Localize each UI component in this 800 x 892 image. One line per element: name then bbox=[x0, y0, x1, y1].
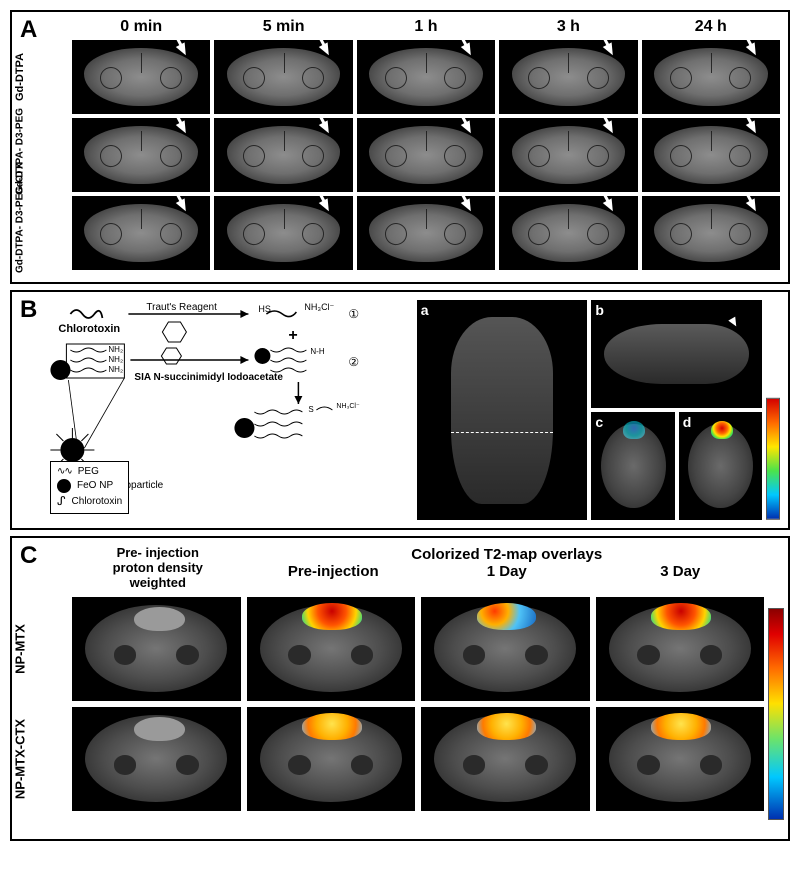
col1-header: Pre- injection proton density weighted bbox=[72, 546, 244, 591]
timepoint-0: 0 min bbox=[72, 18, 210, 36]
mri-image bbox=[642, 196, 780, 270]
ctx-label: Chlorotoxin bbox=[58, 323, 120, 335]
mri-image bbox=[72, 40, 210, 114]
mri-image bbox=[357, 40, 495, 114]
mri-image bbox=[214, 40, 352, 114]
legend-feonp: FeO NP bbox=[77, 479, 113, 493]
mri-image bbox=[72, 597, 241, 701]
row-label: Gd-DTPA bbox=[14, 37, 26, 117]
panel-c-row-np-mtx-ctx: NP-MTX-CTX bbox=[72, 707, 764, 811]
mri-image bbox=[642, 40, 780, 114]
svg-text:NH₃Cl⁻: NH₃Cl⁻ bbox=[304, 302, 334, 312]
mri-image bbox=[357, 196, 495, 270]
svg-text:NH₂: NH₂ bbox=[108, 345, 123, 354]
ctx-icon: ᔑ bbox=[57, 493, 66, 510]
mri-saggital: b Saggital bbox=[591, 300, 762, 408]
panel-a-row-gd-dtpa-d3-peg-ctx: Gd-DTPA- D3-PEG-CTX bbox=[72, 196, 780, 270]
panel-c: C Pre- injection proton density weighted… bbox=[10, 536, 790, 841]
mri-image bbox=[72, 707, 241, 811]
timepoint-3: 3 h bbox=[499, 18, 637, 36]
timepoint-2: 1 h bbox=[357, 18, 495, 36]
conjugation-schematic: Chlorotoxin Traut's Reagent HS NH₃Cl⁻ ① … bbox=[20, 300, 411, 520]
legend-ctx: Chlorotoxin bbox=[72, 495, 123, 509]
panel-a-row-gd-dtpa: Gd-DTPA bbox=[72, 40, 780, 114]
subpanel-letter: c bbox=[595, 414, 603, 430]
row-label: Gd-DTPA- D3-PEG-CTX bbox=[15, 193, 26, 273]
schematic-legend: ∿∿ PEG FeO NP ᔑ Chlorotoxin bbox=[50, 461, 129, 514]
feonp-icon bbox=[57, 479, 71, 493]
panel-c-row-np-mtx: NP-MTX bbox=[72, 597, 764, 701]
svg-text:NH₃Cl⁻: NH₃Cl⁻ bbox=[336, 403, 360, 410]
mri-image bbox=[247, 597, 416, 701]
mri-coronal: a Coronal bbox=[417, 300, 588, 520]
mri-image bbox=[499, 40, 637, 114]
mri-image bbox=[72, 118, 210, 192]
mri-image bbox=[596, 707, 765, 811]
mri-image bbox=[357, 118, 495, 192]
mri-image bbox=[421, 597, 590, 701]
reagent1-label: Traut's Reagent bbox=[146, 302, 217, 313]
colorbar bbox=[766, 398, 780, 520]
panel-a-timepoints: 0 min 5 min 1 h 3 h 24 h bbox=[72, 18, 780, 36]
reagent2-label: SIA N-succinimidyl Iodoacetate bbox=[134, 372, 283, 383]
mri-image bbox=[247, 707, 416, 811]
timepoint-1: 5 min bbox=[214, 18, 352, 36]
mri-np-peg-sia: c NP-PEG-SIA bbox=[591, 412, 674, 520]
step1-mark: ① bbox=[348, 307, 359, 321]
overlay-header: Colorized T2-map overlays bbox=[250, 546, 765, 563]
peg-icon: ∿∿ bbox=[57, 465, 72, 479]
svg-text:NH₂: NH₂ bbox=[108, 355, 123, 364]
mri-image bbox=[499, 196, 637, 270]
mri-image bbox=[214, 196, 352, 270]
svg-text:N-H: N-H bbox=[310, 347, 324, 356]
panel-b: B Chlorotoxin Traut's Reagent HS NH₃Cl⁻ … bbox=[10, 290, 790, 530]
row-label: NP-MTX bbox=[13, 599, 28, 699]
plus-sign: + bbox=[288, 327, 297, 344]
mri-image bbox=[596, 597, 765, 701]
panel-a-row-gd-dtpa-d3-peg: Gd-DTPA- D3-PEG bbox=[72, 118, 780, 192]
mri-np-peg-ctx: d NP-PEG-CTX bbox=[679, 412, 762, 520]
colorbar bbox=[768, 608, 784, 820]
mri-image bbox=[421, 707, 590, 811]
panel-c-header: Pre- injection proton density weighted C… bbox=[72, 546, 764, 591]
panel-c-letter: C bbox=[20, 542, 37, 570]
svg-text:NH₂: NH₂ bbox=[108, 365, 123, 374]
mri-image bbox=[642, 118, 780, 192]
overlay-col-0: Pre-injection bbox=[250, 563, 418, 580]
mri-image bbox=[72, 196, 210, 270]
mri-image bbox=[214, 118, 352, 192]
mri-image bbox=[499, 118, 637, 192]
legend-peg: PEG bbox=[78, 465, 99, 479]
subpanel-letter: d bbox=[683, 414, 692, 430]
row-label: NP-MTX-CTX bbox=[13, 709, 28, 809]
panel-b-mri-grid: a Coronal b Saggital c NP-PEG-SIA d NP-P… bbox=[417, 300, 780, 520]
subpanel-letter: b bbox=[595, 302, 604, 318]
step2-mark: ② bbox=[348, 355, 359, 369]
svg-text:S: S bbox=[308, 405, 313, 414]
overlay-col-2: 3 Day bbox=[597, 563, 765, 580]
subpanel-letter: a bbox=[421, 302, 429, 318]
timepoint-4: 24 h bbox=[642, 18, 780, 36]
panel-a: A 0 min 5 min 1 h 3 h 24 h Gd-DTPA Gd-DT… bbox=[10, 10, 790, 284]
overlay-col-1: 1 Day bbox=[423, 563, 591, 580]
